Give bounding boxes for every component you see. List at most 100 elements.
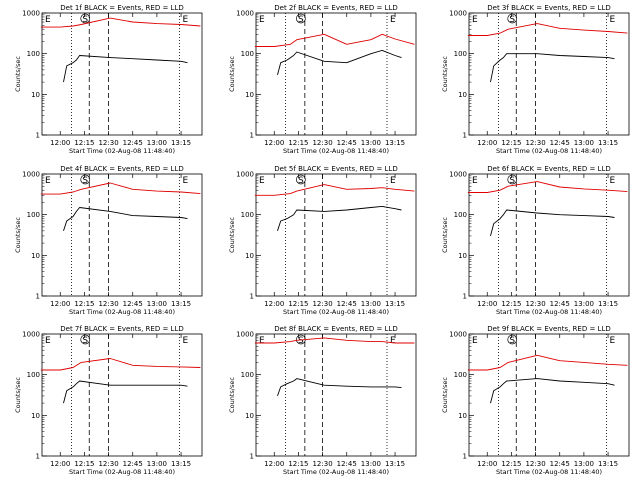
- y-tick-label: 1000: [236, 171, 254, 179]
- start-marker-circle: [296, 13, 306, 24]
- detector-panel: Det 3f BLACK = Events, RED = LLD 1 10 100 10…: [441, 4, 630, 155]
- y-tick-label: 1000: [22, 10, 40, 18]
- lld-series-line: [254, 337, 415, 344]
- panel-title: Det 3f BLACK = Events, RED = LLD: [487, 4, 610, 12]
- lld-series-line: [40, 358, 201, 371]
- x-tick-label: 13:00: [574, 460, 594, 468]
- panel-title: Det 2f BLACK = Events, RED = LLD: [274, 4, 397, 12]
- x-tick-label: 13:15: [598, 460, 618, 468]
- x-tick-label: 12:15: [288, 139, 308, 147]
- end-marker-left: E: [472, 15, 478, 25]
- x-tick-label: 12:45: [337, 139, 357, 147]
- detector-panel: Det 2f BLACK = Events, RED = LLD 1 10 100 10…: [228, 4, 417, 155]
- end-marker-right: E: [182, 176, 188, 186]
- y-tick-label: 1: [36, 132, 40, 140]
- panel-title: Det 1f BLACK = Events, RED = LLD: [60, 4, 183, 12]
- detector-panel: Det 9f BLACK = Events, RED = LLD 1 10 100 10…: [441, 325, 630, 476]
- x-tick-label: 12:00: [477, 139, 497, 147]
- x-tick-label: 13:15: [598, 300, 618, 308]
- x-axis-label: Start Time (02-Aug-08 11:48:40): [496, 468, 602, 476]
- start-marker-circle: [507, 334, 518, 345]
- x-axis-label: Start Time (02-Aug-08 11:48:40): [496, 308, 602, 316]
- x-tick-label: 13:00: [147, 460, 167, 468]
- start-marker-circle: [507, 13, 518, 24]
- plot-frame: [255, 333, 417, 457]
- end-marker-left: E: [45, 336, 51, 346]
- y-tick-label: 100: [454, 211, 467, 219]
- x-axis-label: Start Time (02-Aug-08 11:48:40): [283, 308, 389, 316]
- events-series-line: [277, 378, 402, 397]
- x-tick-label: 12:45: [123, 460, 143, 468]
- x-tick-label: 12:45: [123, 139, 143, 147]
- lld-series-line: [467, 23, 628, 36]
- start-marker-circle: [507, 174, 518, 185]
- y-tick-label: 1: [250, 132, 254, 140]
- x-tick-label: 12:45: [550, 139, 570, 147]
- y-tick-label: 1000: [449, 331, 467, 339]
- x-tick-label: 12:45: [337, 460, 357, 468]
- x-tick-label: 12:00: [264, 460, 284, 468]
- x-tick-label: 13:15: [385, 460, 405, 468]
- panel-title: Det 6f BLACK = Events, RED = LLD: [487, 165, 610, 173]
- y-tick-label: 10: [245, 412, 254, 420]
- x-tick-label: 13:00: [574, 300, 594, 308]
- x-tick-label: 13:15: [171, 460, 191, 468]
- plot-frame: [41, 12, 203, 136]
- y-axis-label: Counts/sec: [14, 217, 22, 253]
- events-series-line: [63, 380, 188, 404]
- y-tick-label: 1: [250, 453, 254, 461]
- panel-title: Det 8f BLACK = Events, RED = LLD: [274, 325, 397, 333]
- x-tick-label: 12:45: [550, 300, 570, 308]
- events-series-line: [277, 205, 402, 231]
- events-series-line: [490, 53, 615, 83]
- detector-panel: Det 4f BLACK = Events, RED = LLD 1 10 100 10…: [14, 165, 203, 316]
- x-tick-label: 13:00: [361, 139, 381, 147]
- end-marker-left: E: [259, 336, 265, 346]
- start-marker: S: [509, 176, 515, 186]
- end-marker-left: E: [45, 15, 51, 25]
- x-tick-label: 12:00: [50, 139, 70, 147]
- y-tick-label: 1: [36, 453, 40, 461]
- panel-title: Det 7f BLACK = Events, RED = LLD: [60, 325, 183, 333]
- end-marker-right: E: [609, 336, 615, 346]
- start-marker-circle: [80, 13, 91, 24]
- x-tick-label: 13:15: [385, 300, 405, 308]
- y-tick-label: 1000: [449, 171, 467, 179]
- x-tick-label: 13:15: [385, 139, 405, 147]
- end-marker-left: E: [45, 176, 51, 186]
- y-tick-label: 100: [454, 371, 467, 379]
- x-tick-label: 13:00: [574, 139, 594, 147]
- detector-panel: Det 8f BLACK = Events, RED = LLD 1 10 100 10…: [228, 325, 417, 476]
- y-tick-label: 100: [27, 371, 40, 379]
- plot-frame: [255, 12, 417, 136]
- y-tick-label: 10: [458, 252, 467, 260]
- lld-series-line: [40, 17, 201, 28]
- start-marker: S: [298, 15, 304, 25]
- y-axis-label: Counts/sec: [14, 377, 22, 413]
- end-marker-right: E: [390, 336, 396, 346]
- events-series-line: [490, 209, 615, 237]
- y-axis-label: Counts/sec: [228, 217, 236, 253]
- x-tick-label: 12:15: [74, 460, 94, 468]
- x-tick-label: 12:30: [98, 139, 118, 147]
- start-marker: S: [82, 336, 88, 346]
- detector-panel: Det 6f BLACK = Events, RED = LLD 1 10 100 10…: [441, 165, 630, 316]
- y-tick-label: 100: [454, 50, 467, 58]
- x-tick-label: 12:00: [264, 300, 284, 308]
- x-tick-label: 12:45: [550, 460, 570, 468]
- events-series-line: [63, 55, 188, 83]
- lld-series-line: [254, 184, 415, 196]
- x-tick-label: 13:15: [171, 139, 191, 147]
- panel-title: Det 4f BLACK = Events, RED = LLD: [60, 165, 183, 173]
- x-tick-label: 13:00: [361, 300, 381, 308]
- end-marker-right: E: [390, 176, 396, 186]
- end-marker-right: E: [609, 15, 615, 25]
- x-tick-label: 12:00: [477, 300, 497, 308]
- y-tick-label: 100: [241, 371, 254, 379]
- x-axis-label: Start Time (02-Aug-08 11:48:40): [69, 147, 175, 155]
- y-tick-label: 10: [458, 412, 467, 420]
- y-tick-label: 10: [245, 252, 254, 260]
- plot-frame: [468, 333, 630, 457]
- x-tick-label: 13:00: [361, 460, 381, 468]
